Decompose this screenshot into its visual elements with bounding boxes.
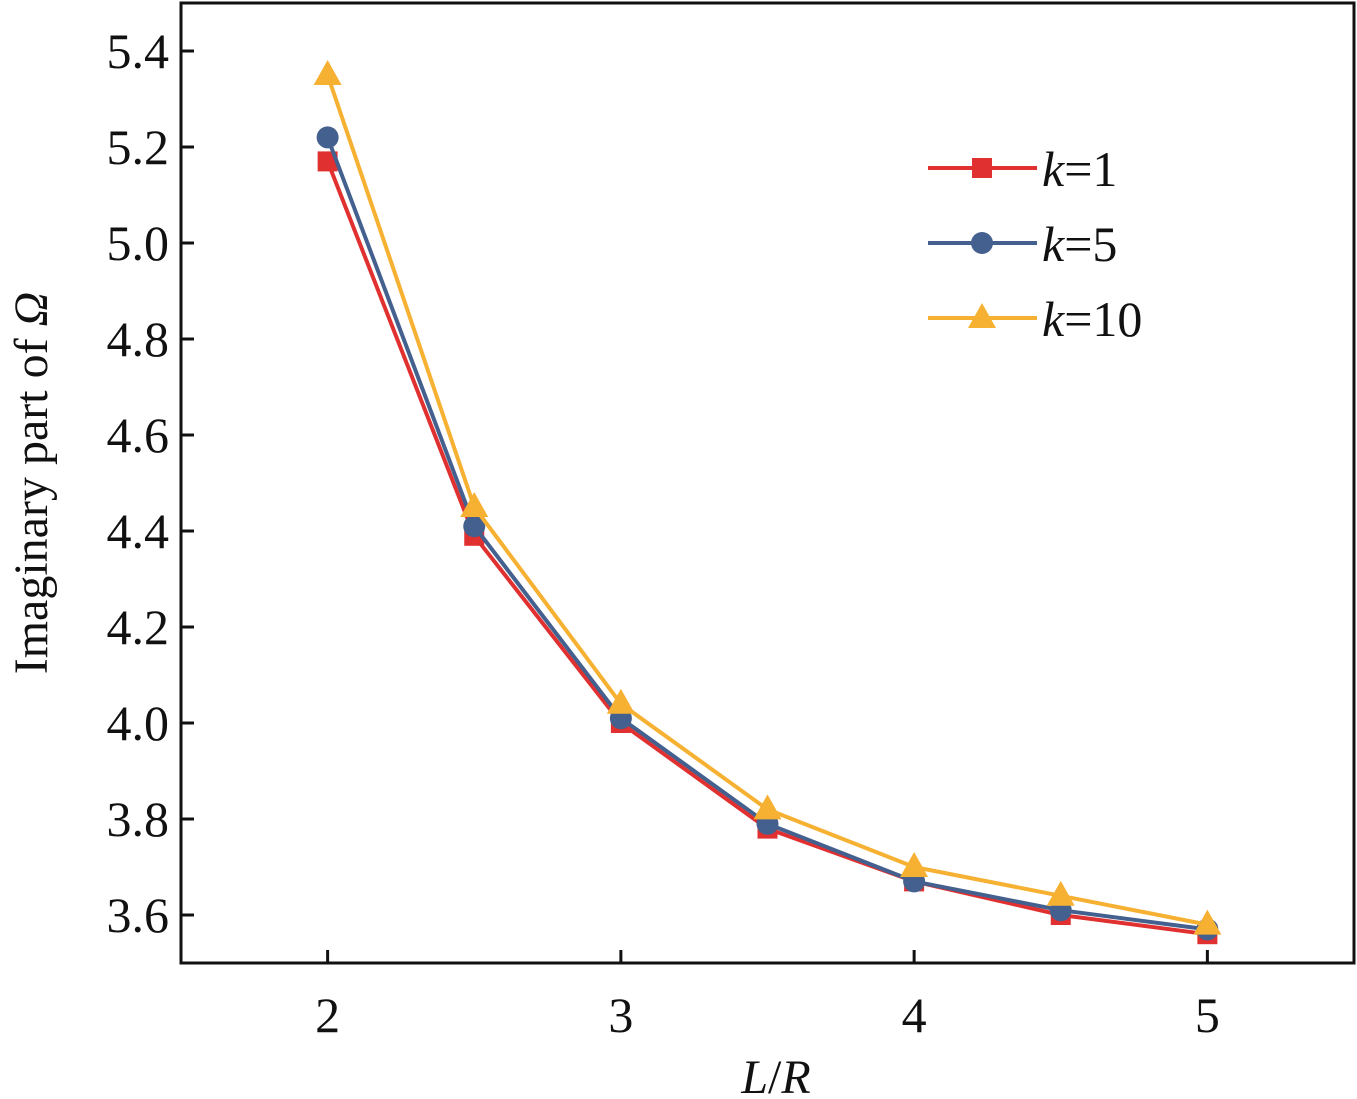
y-tick-label: 4.8 [107, 311, 170, 367]
y-tick-label: 5.4 [107, 23, 170, 79]
legend-item: k=5 [928, 216, 1117, 272]
y-axis-title-text: Imaginary part of [5, 326, 58, 674]
legend-label: k=10 [1042, 291, 1142, 347]
y-tick-label: 4.4 [107, 503, 170, 559]
data-point [1193, 909, 1222, 935]
x-axis-title-var1: L [740, 1051, 768, 1099]
legend-label-var: k [1042, 141, 1065, 197]
legend-label-value: =1 [1064, 141, 1117, 197]
data-point [313, 60, 342, 85]
ticks-layer: 3.6 3.8 4.0 4.2 4.4 4.6 4.8 5.0 5.2 5.4 2 3 4 5 [107, 23, 1220, 1043]
legend-marker [971, 232, 993, 254]
y-axis-title-symbol: Ω [5, 292, 58, 327]
legend-label-var: k [1042, 216, 1065, 272]
y-tick-label: 4.6 [107, 407, 170, 463]
data-point [753, 794, 782, 820]
legend-label: k=5 [1042, 216, 1117, 272]
x-tick-label: 4 [902, 987, 927, 1043]
legend-item: k=1 [928, 141, 1117, 197]
legend-marker [968, 303, 996, 328]
legend-label-value: =5 [1064, 216, 1117, 272]
y-axis-title: Imaginary part of Ω [5, 292, 58, 675]
data-point [463, 515, 486, 538]
x-axis-title-var2: R [780, 1051, 810, 1099]
y-tick-label: 5.2 [107, 119, 170, 175]
series-triangle [313, 60, 1222, 935]
data-point [1046, 880, 1075, 906]
y-tick-label: 3.6 [107, 887, 170, 943]
y-tick-label: 5.0 [107, 215, 170, 271]
y-tick-label: 4.0 [107, 695, 170, 751]
plot-frame [179, 1, 1356, 965]
legend-label-var: k [1042, 291, 1065, 347]
x-tick-label: 2 [315, 987, 340, 1043]
x-axis-title-sep: / [768, 1051, 782, 1099]
data-point [606, 688, 635, 714]
data-point [460, 492, 489, 517]
y-tick-label: 3.8 [107, 791, 170, 847]
y-tick-label: 4.2 [107, 599, 170, 655]
legend-label: k=1 [1042, 141, 1117, 197]
data-point [317, 151, 338, 172]
x-axis-title: L/R [740, 1051, 810, 1099]
legend-marker [972, 158, 992, 178]
legend: k=1k=5k=10 [928, 141, 1142, 347]
x-tick-label: 3 [608, 987, 633, 1043]
x-tick-label: 5 [1195, 987, 1220, 1043]
legend-item: k=10 [928, 291, 1142, 347]
data-point [900, 852, 929, 877]
data-point [316, 126, 339, 149]
series-layer [313, 60, 1222, 945]
legend-label-value: =10 [1064, 291, 1142, 347]
